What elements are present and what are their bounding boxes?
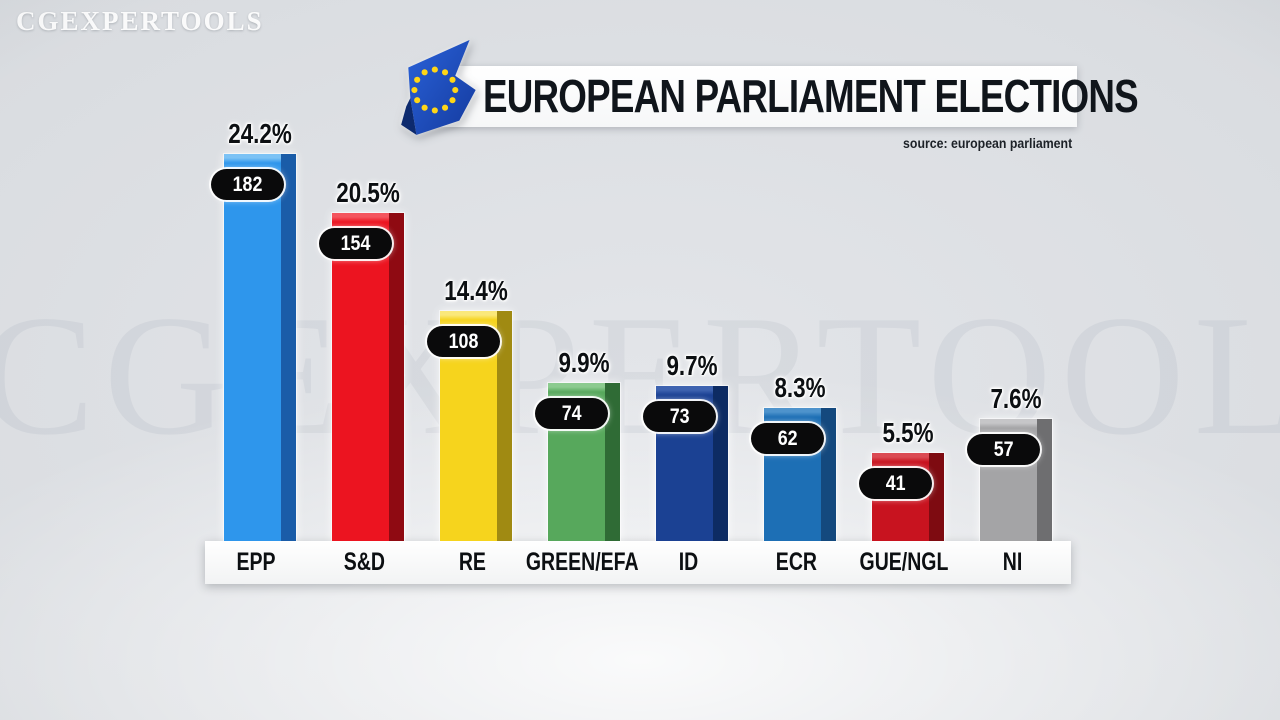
bar-3d-edge (929, 453, 944, 541)
bar: 9.7% 73 (643, 350, 728, 541)
bar-percent-label: 24.2% (228, 118, 292, 149)
seat-count-badge: 73 (643, 401, 716, 432)
category-label: EPP (186, 541, 326, 584)
seat-count-value: 182 (232, 173, 263, 196)
seat-count-badge: 154 (319, 228, 392, 259)
bar-percent-label: 8.3% (774, 372, 826, 403)
bar-3d-edge (605, 383, 620, 541)
category-label-text: GUE/NGL (859, 548, 949, 576)
seat-count-badge: 62 (751, 423, 824, 454)
category-label: RE (402, 541, 542, 584)
category-label: NI (942, 541, 1082, 584)
bar: 7.6% 57 (967, 383, 1052, 541)
bar-percent-label: 5.5% (882, 417, 934, 448)
seat-count-value: 73 (669, 405, 690, 428)
category-axis-strip: EPP S&D RE GREEN/EFA ID ECR GUE/NGL NI (205, 541, 1071, 584)
bar-percent-label: 9.9% (558, 347, 610, 378)
category-label-text: GREEN/EFA (525, 548, 639, 576)
category-label: GREEN/EFA (510, 541, 650, 584)
category-label: ID (618, 541, 758, 584)
bar-face (332, 213, 389, 541)
seat-count-value: 108 (448, 330, 479, 353)
bar-percent-label: 7.6% (990, 383, 1042, 414)
seat-count-value: 74 (561, 402, 582, 425)
seat-count-value: 57 (993, 438, 1014, 461)
category-label: ECR (726, 541, 866, 584)
seat-count-badge: 41 (859, 468, 932, 499)
bar-3d-edge (821, 408, 836, 541)
bar-3d-edge (281, 154, 296, 541)
bar: 24.2% 182 (211, 118, 296, 541)
seat-count-badge: 57 (967, 434, 1040, 465)
bar: 5.5% 41 (859, 417, 944, 541)
category-label: GUE/NGL (834, 541, 974, 584)
eu-flag-icon (401, 39, 476, 135)
bar-percent-label: 20.5% (336, 177, 400, 208)
bar: 8.3% 62 (751, 372, 836, 541)
seat-count-value: 154 (340, 232, 371, 255)
corner-watermark: CGEXPERTOOLS (16, 6, 264, 36)
bar-3d-edge (1037, 419, 1052, 541)
bar: 20.5% 154 (319, 177, 404, 541)
bar-3d-edge (497, 311, 512, 541)
bar-percent-label: 9.7% (666, 350, 718, 381)
category-label-text: RE (458, 548, 486, 576)
seat-count-value: 62 (777, 427, 798, 450)
title-banner: EUROPEAN PARLIAMENT ELECTIONS (425, 66, 1139, 127)
category-label-text: S&D (343, 548, 385, 576)
category-label-text: EPP (236, 548, 276, 576)
seat-count-value: 41 (885, 472, 906, 495)
seat-count-badge: 182 (211, 169, 284, 200)
category-label: S&D (294, 541, 434, 584)
background-watermark: CGEXPERTOOLS (0, 281, 1280, 471)
page-title: EUROPEAN PARLIAMENT ELECTIONS (483, 70, 1139, 122)
bar-percent-label: 14.4% (444, 275, 508, 306)
star-ring (411, 66, 459, 114)
seat-count-badge: 108 (427, 326, 500, 357)
category-label-text: ID (678, 548, 698, 576)
bar: 9.9% 74 (535, 347, 620, 541)
bar: 14.4% 108 (427, 275, 512, 541)
bar-3d-edge (389, 213, 404, 541)
seat-count-badge: 74 (535, 398, 608, 429)
bar-face (224, 154, 281, 541)
category-label-text: NI (1002, 548, 1022, 576)
bar-3d-edge (713, 386, 728, 541)
category-label-text: ECR (775, 548, 817, 576)
source-attribution: source: european parliament (902, 135, 1072, 151)
